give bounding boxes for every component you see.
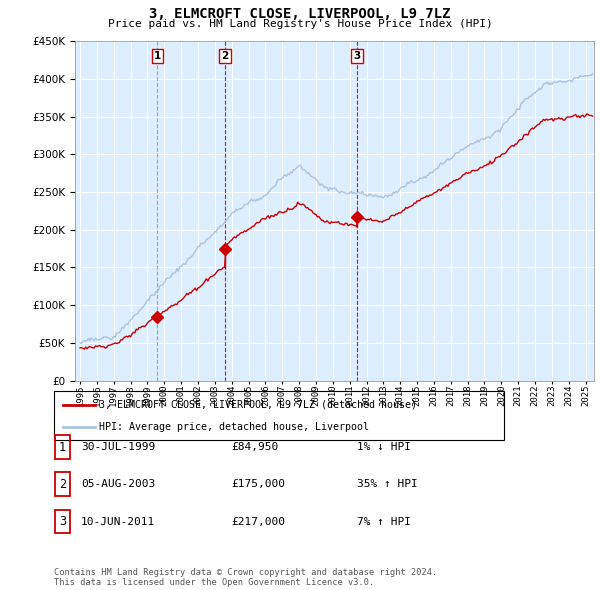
Bar — [55, 473, 70, 496]
Bar — [55, 435, 70, 459]
Text: 30-JUL-1999: 30-JUL-1999 — [81, 442, 155, 452]
Text: Price paid vs. HM Land Registry's House Price Index (HPI): Price paid vs. HM Land Registry's House … — [107, 19, 493, 29]
Text: 35% ↑ HPI: 35% ↑ HPI — [357, 480, 418, 489]
Text: 2: 2 — [221, 51, 229, 61]
Text: 2: 2 — [59, 478, 66, 491]
Text: 3: 3 — [353, 51, 361, 61]
Text: 3, ELMCROFT CLOSE, LIVERPOOL, L9 7LZ: 3, ELMCROFT CLOSE, LIVERPOOL, L9 7LZ — [149, 7, 451, 21]
Text: 3: 3 — [59, 515, 66, 528]
Text: 1: 1 — [59, 441, 66, 454]
Text: 1% ↓ HPI: 1% ↓ HPI — [357, 442, 411, 452]
Text: Contains HM Land Registry data © Crown copyright and database right 2024.
This d: Contains HM Land Registry data © Crown c… — [54, 568, 437, 587]
Text: 7% ↑ HPI: 7% ↑ HPI — [357, 517, 411, 526]
Text: HPI: Average price, detached house, Liverpool: HPI: Average price, detached house, Live… — [99, 422, 369, 432]
Text: £217,000: £217,000 — [231, 517, 285, 526]
Text: 3, ELMCROFT CLOSE, LIVERPOOL, L9 7LZ (detached house): 3, ELMCROFT CLOSE, LIVERPOOL, L9 7LZ (de… — [99, 399, 417, 409]
Bar — [55, 510, 70, 533]
Text: 10-JUN-2011: 10-JUN-2011 — [81, 517, 155, 526]
Text: £175,000: £175,000 — [231, 480, 285, 489]
Text: £84,950: £84,950 — [231, 442, 278, 452]
Text: 1: 1 — [154, 51, 161, 61]
Text: 05-AUG-2003: 05-AUG-2003 — [81, 480, 155, 489]
